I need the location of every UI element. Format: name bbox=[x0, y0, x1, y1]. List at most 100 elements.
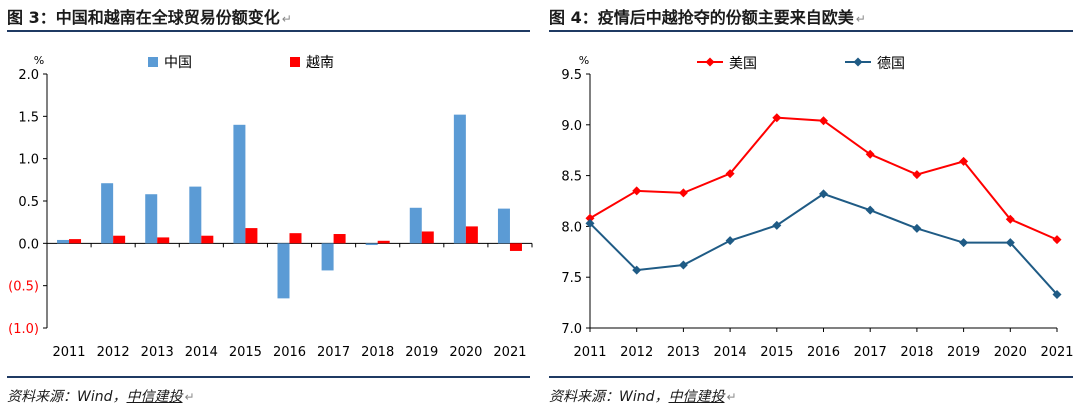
x-tick-label: 2019 bbox=[947, 345, 980, 360]
point-美国-2020 bbox=[1005, 214, 1015, 224]
figure-3-title-text: 图 3：中国和越南在全球贸易份额变化 bbox=[7, 8, 280, 27]
y-tick-label: 0.5 bbox=[18, 195, 39, 210]
figure-4-source-prefix: 资料来源：Wind， bbox=[549, 389, 669, 405]
y-tick-label: 0.0 bbox=[18, 237, 39, 252]
point-德国-2019 bbox=[959, 238, 969, 248]
bar-中国-2011 bbox=[57, 239, 70, 244]
figure-3-chart: %2.0 1.5 1.0 0.5 0.0 (0.5) (1.0) 2011 2012 2013 20… bbox=[8, 54, 533, 360]
x-tick-label: 2015 bbox=[229, 345, 262, 360]
bar-中国-2021 bbox=[497, 208, 510, 244]
legend-label-0: 中国 bbox=[164, 55, 192, 71]
point-德国-2020 bbox=[1005, 238, 1015, 248]
y-tick-label: 7.5 bbox=[561, 271, 582, 286]
bar-中国-2016 bbox=[277, 243, 290, 299]
legend-swatch-0 bbox=[148, 57, 158, 67]
bar-越南-2020 bbox=[465, 226, 478, 244]
y-tick-label: 2.0 bbox=[18, 68, 39, 83]
return-mark-icon: ↵ bbox=[281, 12, 292, 26]
x-tick-label: 2020 bbox=[449, 345, 482, 360]
x-tick-label: 2015 bbox=[760, 345, 793, 360]
figure-4-bottom-rule bbox=[549, 376, 1073, 378]
x-tick-label: 2018 bbox=[900, 345, 933, 360]
bar-中国-2019 bbox=[409, 207, 422, 244]
y-tick-label: 9.0 bbox=[561, 119, 582, 134]
legend-label-1: 越南 bbox=[306, 55, 334, 71]
point-德国-2015 bbox=[772, 220, 782, 230]
point-美国-2017 bbox=[865, 149, 875, 159]
point-美国-2011 bbox=[585, 213, 595, 223]
legend-swatch-1 bbox=[290, 57, 300, 67]
return-mark-icon: ↵ bbox=[184, 390, 195, 404]
bar-中国-2014 bbox=[189, 186, 202, 244]
figure-3-source: 资料来源：Wind，中信建投 ↵ bbox=[7, 386, 195, 406]
point-德国-2013 bbox=[678, 260, 688, 270]
point-德国-2014 bbox=[725, 236, 735, 246]
figure-4-top-rule bbox=[549, 30, 1073, 32]
legend-marker-1 bbox=[853, 57, 863, 67]
bar-中国-2012 bbox=[101, 183, 114, 244]
point-德国-2018 bbox=[912, 223, 922, 233]
bar-越南-2014 bbox=[201, 235, 214, 244]
bar-中国-2017 bbox=[321, 243, 334, 271]
x-tick-label: 2019 bbox=[405, 345, 438, 360]
point-美国-2016 bbox=[819, 116, 828, 126]
bar-越南-2016 bbox=[289, 233, 302, 244]
y-tick-label: 8.5 bbox=[561, 170, 582, 185]
x-tick-label: 2017 bbox=[854, 345, 887, 360]
x-tick-label: 2021 bbox=[1040, 345, 1073, 360]
bar-越南-2015 bbox=[245, 228, 258, 244]
bar-中国-2020 bbox=[453, 114, 466, 244]
point-美国-2021 bbox=[1052, 235, 1062, 245]
figure-3-bottom-rule bbox=[7, 376, 530, 378]
x-tick-label: 2016 bbox=[807, 345, 840, 360]
point-德国-2016 bbox=[819, 189, 828, 199]
figure-4-chart: %9.5 9.0 8.5 8.0 7.5 7.0 2011 2012 2013 2014 2015 2… bbox=[561, 54, 1073, 360]
x-tick-label: 2011 bbox=[52, 345, 85, 360]
return-mark-icon: ↵ bbox=[726, 390, 737, 404]
series-line-德国 bbox=[589, 192, 1058, 296]
bar-越南-2017 bbox=[333, 234, 346, 244]
point-德国-2017 bbox=[865, 205, 875, 215]
point-美国-2019 bbox=[959, 156, 969, 166]
x-tick-label: 2020 bbox=[994, 345, 1027, 360]
legend-marker-0 bbox=[705, 57, 715, 67]
y-tick-label: (0.5) bbox=[8, 280, 39, 295]
y-tick-label: 1.0 bbox=[18, 153, 39, 168]
x-tick-label: 2013 bbox=[667, 345, 700, 360]
y-unit-label: % bbox=[579, 54, 589, 67]
bar-中国-2015 bbox=[233, 124, 246, 244]
return-mark-icon: ↵ bbox=[855, 12, 866, 26]
x-tick-label: 2011 bbox=[573, 345, 606, 360]
point-德国-2011 bbox=[585, 218, 595, 228]
bar-越南-2013 bbox=[157, 237, 170, 244]
y-tick-label: 9.5 bbox=[561, 68, 582, 83]
point-美国-2015 bbox=[772, 113, 782, 123]
x-tick-label: 2013 bbox=[141, 345, 174, 360]
point-美国-2013 bbox=[678, 188, 688, 198]
y-tick-label: 1.5 bbox=[18, 110, 39, 125]
y-tick-label: 7.0 bbox=[561, 322, 582, 337]
point-美国-2012 bbox=[632, 186, 642, 196]
bar-中国-2018 bbox=[365, 243, 378, 246]
legend-label-0: 美国 bbox=[729, 56, 757, 72]
bar-越南-2021 bbox=[509, 243, 522, 251]
y-unit-label: % bbox=[34, 54, 44, 67]
x-tick-label: 2014 bbox=[714, 345, 747, 360]
bar-越南-2019 bbox=[421, 231, 434, 244]
figure-4-title: 图 4：疫情后中越抢夺的份额主要来自欧美 ↵ bbox=[549, 4, 866, 28]
y-tick-label: 8.0 bbox=[561, 220, 582, 235]
bar-越南-2011 bbox=[69, 239, 82, 244]
x-tick-label: 2012 bbox=[620, 345, 653, 360]
x-tick-label: 2014 bbox=[185, 345, 218, 360]
figure-4-source-brand: 中信建投 bbox=[668, 389, 725, 405]
figure-4-title-text: 图 4：疫情后中越抢夺的份额主要来自欧美 bbox=[549, 8, 854, 27]
x-tick-label: 2017 bbox=[317, 345, 350, 360]
legend-label-1: 德国 bbox=[877, 56, 905, 72]
x-tick-label: 2021 bbox=[493, 345, 526, 360]
x-tick-label: 2016 bbox=[273, 345, 306, 360]
figure-3-top-rule bbox=[7, 30, 530, 32]
point-德国-2012 bbox=[632, 265, 642, 275]
figure-3-title: 图 3：中国和越南在全球贸易份额变化 ↵ bbox=[7, 4, 292, 28]
x-tick-label: 2012 bbox=[97, 345, 130, 360]
figure-3-source-brand: 中信建投 bbox=[126, 389, 183, 405]
